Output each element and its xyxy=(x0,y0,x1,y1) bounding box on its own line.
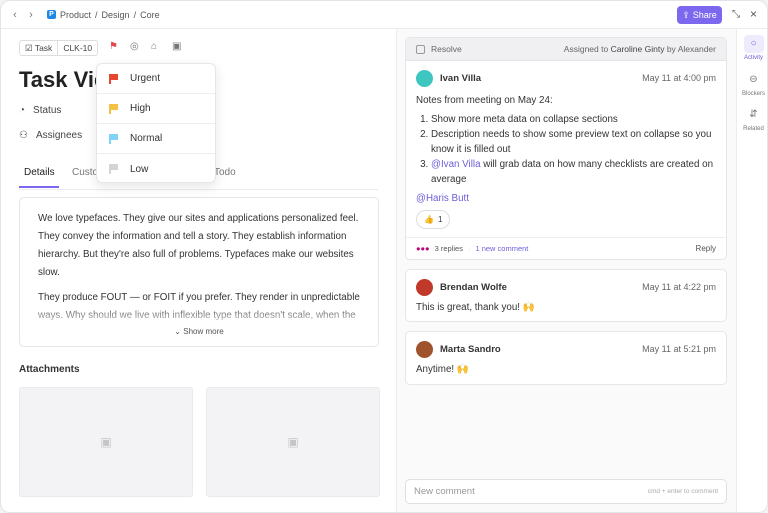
blocker-icon: ⊖ xyxy=(749,74,758,85)
forward-icon[interactable]: › xyxy=(29,8,33,21)
tag-icon[interactable]: ⌂ xyxy=(151,41,158,52)
breadcrumb-separator: / xyxy=(95,9,98,20)
task-type: ☑ Task xyxy=(25,43,53,53)
comment-body: Anytime! 🙌 xyxy=(416,364,470,375)
thread-footer: ●●● 3 replies · 1 new comment Reply xyxy=(406,237,726,259)
comment-body: Notes from meeting on May 24: Show more … xyxy=(406,93,726,229)
rail-blockers[interactable]: ⊖ Blockers xyxy=(739,71,767,97)
flag-icon xyxy=(109,164,118,174)
share-button[interactable]: ⇪ Share xyxy=(677,6,722,24)
attachment-placeholder[interactable]: ▣ xyxy=(19,387,193,497)
share-icon: ⇪ xyxy=(682,9,690,20)
resolve-label: Resolve xyxy=(431,44,462,54)
assignment-info: Assigned to Caroline Ginty by Alexander xyxy=(563,44,716,54)
comment: Brendan Wolfe May 11 at 4:22 pm This is g… xyxy=(405,269,727,322)
reply-button[interactable]: Reply xyxy=(695,244,716,253)
priority-option-normal[interactable]: Normal xyxy=(97,124,215,154)
flag-icon xyxy=(109,103,118,114)
tab-custom-fields[interactable]: Custo xyxy=(72,167,99,178)
replies-link[interactable]: 3 replies xyxy=(434,244,463,253)
flag-icon xyxy=(109,73,118,84)
rail-related[interactable]: ⇵ Related xyxy=(739,106,767,132)
space-icon: P xyxy=(47,10,56,19)
assignees-label: Assignees xyxy=(35,130,83,141)
description-paragraph: We love typefaces. They give our sites a… xyxy=(38,213,359,278)
assignees-property[interactable]: ⚇ Assignees xyxy=(19,130,82,141)
related-icon: ⇵ xyxy=(749,109,758,120)
tab-todo[interactable]: Todo xyxy=(214,167,236,178)
mention-link[interactable]: @Haris Butt xyxy=(416,193,469,204)
resolve-bar: Resolve Assigned to Caroline Ginty by Al… xyxy=(406,38,726,61)
comment-hint: cmd + enter to comment xyxy=(647,488,718,495)
watch-icon[interactable]: ◎ xyxy=(130,41,139,52)
new-comment-link[interactable]: 1 new comment xyxy=(475,244,529,253)
comment-body: This is great, thank you! 🙌 xyxy=(416,302,535,313)
comment-time: May 11 at 4:22 pm xyxy=(642,282,716,292)
avatar xyxy=(416,340,433,358)
status-label: Status xyxy=(33,105,62,116)
comment-author: Ivan Villa xyxy=(440,72,482,84)
share-label: Share xyxy=(692,10,717,20)
new-comment-input[interactable]: New comment cmd + enter to comment xyxy=(405,479,727,504)
tab-details[interactable]: Details xyxy=(19,167,59,188)
activity-panel: Resolve Assigned to Caroline Ginty by Al… xyxy=(397,29,736,512)
comment: Marta Sandro May 11 at 5:21 pm Anytime! 🙌 xyxy=(405,331,727,385)
image-icon: ▣ xyxy=(287,435,299,449)
priority-option-low[interactable]: Low xyxy=(97,154,215,184)
attachments-heading: Attachments xyxy=(19,364,80,375)
side-rail: ○ Activity ⊖ Blockers ⇵ Related xyxy=(736,29,767,512)
comment-time: May 11 at 5:21 pm xyxy=(642,344,716,354)
task-id: CLK-10 xyxy=(57,41,97,55)
priority-option-high[interactable]: High xyxy=(97,94,215,124)
avatar xyxy=(416,278,433,296)
image-icon: ▣ xyxy=(100,435,112,449)
status-icon: ◔ xyxy=(19,105,26,116)
tabs: Details Custo Todo xyxy=(19,163,378,190)
reaction-button[interactable]: 👍 1 xyxy=(416,210,451,229)
reply-avatars: ●●● xyxy=(416,244,430,253)
comment-author: Marta Sandro xyxy=(440,343,501,355)
comment-time: May 11 at 4:00 pm xyxy=(642,73,716,83)
show-more-button[interactable]: ⌄ Show more xyxy=(174,327,224,336)
user-icon: ⚇ xyxy=(19,130,28,141)
breadcrumb-product[interactable]: Product xyxy=(60,9,92,20)
attachment-placeholder[interactable]: ▣ xyxy=(206,387,380,497)
description-box[interactable]: We love typefaces. They give our sites a… xyxy=(19,197,379,347)
top-bar: ‹ › P Product / Design / Core ⇪ Share ⤡ × xyxy=(1,1,767,29)
image-icon[interactable]: ▣ xyxy=(172,41,182,52)
priority-dropdown: Urgent High Normal Low xyxy=(96,63,216,183)
priority-flag-icon[interactable]: ⚑ xyxy=(109,41,118,52)
comment-thread: Resolve Assigned to Caroline Ginty by Al… xyxy=(405,37,727,260)
resolve-checkbox[interactable] xyxy=(416,44,425,54)
avatar xyxy=(416,69,433,87)
expand-icon[interactable]: ⤡ xyxy=(732,9,740,20)
task-details-panel: ☑ Task CLK-10 ⚑ ◎ ⌂ ▣ Task View ◔ Status ⚇… xyxy=(1,29,397,512)
breadcrumb-design[interactable]: Design xyxy=(101,9,130,20)
rail-activity[interactable]: ○ Activity xyxy=(739,35,767,61)
status-property[interactable]: ◔ Status xyxy=(19,105,61,116)
task-type-chip[interactable]: ☑ Task CLK-10 xyxy=(19,40,99,56)
breadcrumb-core[interactable]: Core xyxy=(140,9,160,20)
close-icon[interactable]: × xyxy=(750,7,758,21)
mention-link[interactable]: @Ivan Villa xyxy=(431,159,481,170)
breadcrumb-separator: / xyxy=(133,9,137,20)
chat-icon: ○ xyxy=(743,35,764,53)
flag-icon xyxy=(109,133,118,144)
back-icon[interactable]: ‹ xyxy=(13,8,17,21)
priority-option-urgent[interactable]: Urgent xyxy=(97,64,215,94)
comment-author: Brendan Wolfe xyxy=(440,281,507,293)
breadcrumb: P Product / Design / Core xyxy=(47,10,160,20)
